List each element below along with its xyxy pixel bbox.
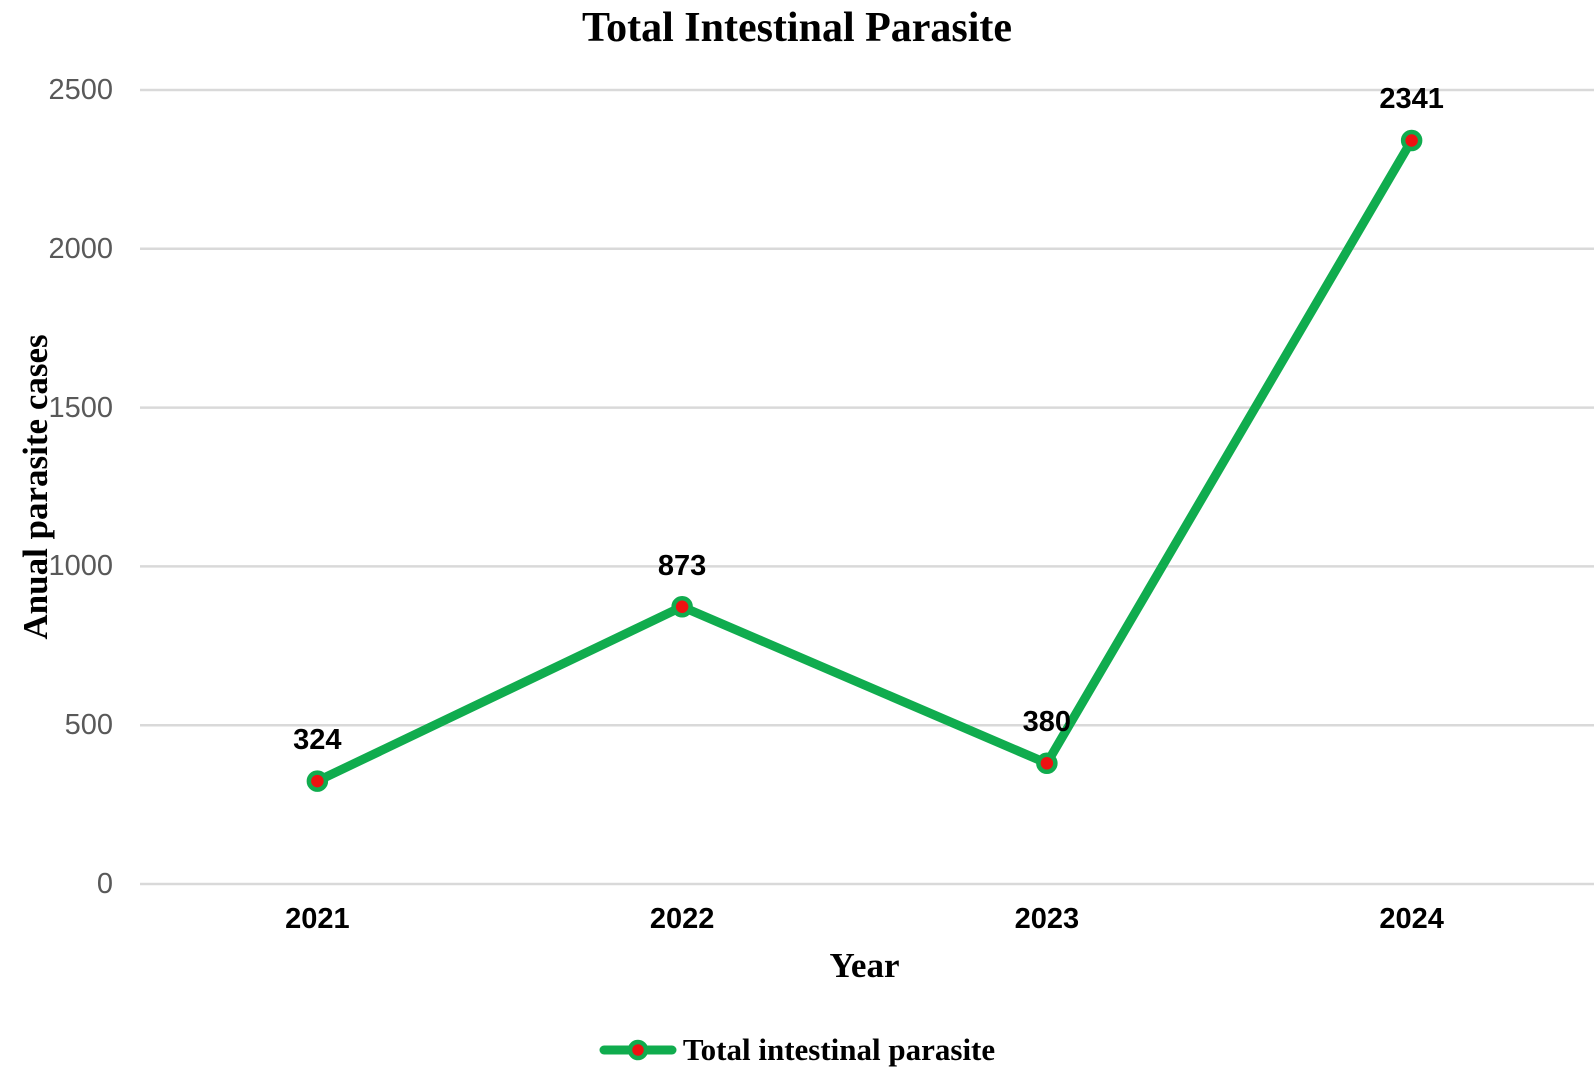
data-point-marker bbox=[1400, 129, 1423, 152]
legend-label: Total intestinal parasite bbox=[682, 1032, 996, 1067]
series-line bbox=[312, 135, 1417, 786]
x-category-label: 2021 bbox=[285, 903, 350, 935]
data-label: 2341 bbox=[1379, 83, 1444, 116]
data-point-marker bbox=[306, 770, 329, 792]
y-axis-title: Anual parasite cases bbox=[16, 334, 55, 640]
data-label: 873 bbox=[657, 549, 707, 582]
data-label: 324 bbox=[293, 724, 342, 757]
y-tick-label: 1000 bbox=[48, 550, 113, 583]
y-tick-label: 500 bbox=[64, 709, 113, 742]
x-category-label: 2023 bbox=[1014, 903, 1080, 935]
data-point-marker bbox=[671, 595, 693, 618]
data-point-marker bbox=[1036, 752, 1058, 775]
data-label: 380 bbox=[1022, 706, 1072, 739]
x-axis-title: Year bbox=[829, 946, 900, 985]
legend-line-marker-icon bbox=[599, 1039, 677, 1061]
chart-title: Total Intestinal Parasite bbox=[581, 5, 1013, 51]
y-tick-label: 2500 bbox=[48, 74, 113, 106]
y-tick-label: 1500 bbox=[48, 391, 113, 424]
legend: Total intestinal parasite bbox=[0, 1032, 1594, 1068]
y-tick-label: 2000 bbox=[48, 232, 113, 265]
x-category-label: 2022 bbox=[649, 903, 715, 935]
x-category-label: 2024 bbox=[1379, 903, 1444, 935]
y-tick-label: 0 bbox=[96, 868, 113, 900]
